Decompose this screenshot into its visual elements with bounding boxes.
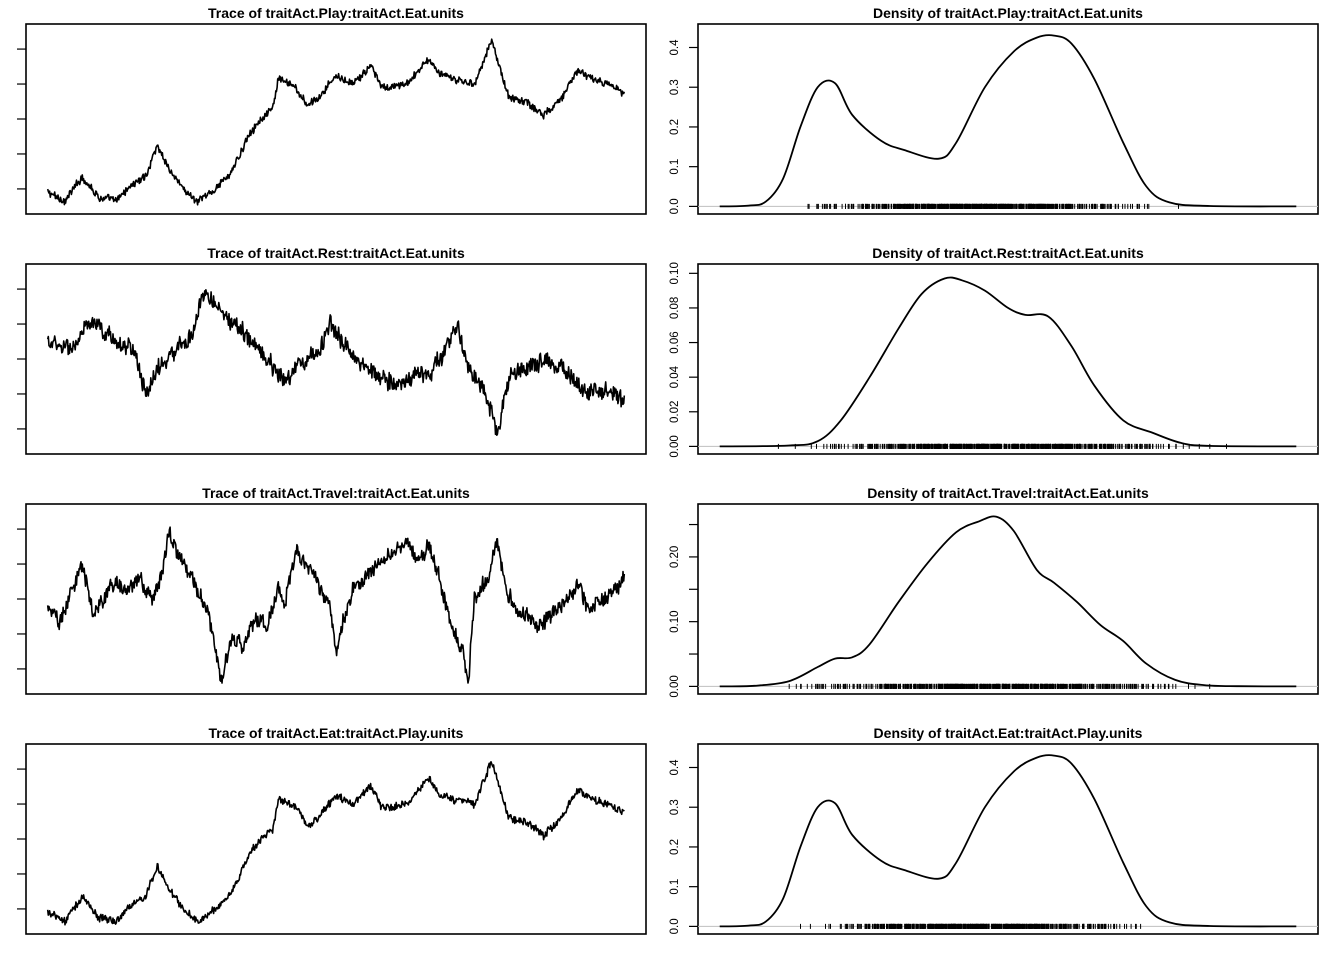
panel-trace2: Trace of traitAct.Rest:traitAct.Eat.unit… bbox=[17, 245, 647, 455]
y-tick-label-density4-3: 0.3 bbox=[669, 799, 681, 815]
panel-trace1: Trace of traitAct.Play:traitAct.Eat.unit… bbox=[17, 5, 647, 215]
trace-line-trace3 bbox=[46, 526, 626, 684]
y-tick-label-density3-1: 0.10 bbox=[669, 610, 681, 632]
y-tick-label-density1-0: 0.0 bbox=[669, 198, 681, 214]
y-tick-label-density4-1: 0.1 bbox=[669, 879, 681, 895]
title-trace3: Trace of traitAct.Travel:traitAct.Eat.un… bbox=[202, 485, 470, 501]
y-tick-label-density2-0: 0.00 bbox=[669, 435, 681, 457]
title-density1: Density of traitAct.Play:traitAct.Eat.un… bbox=[873, 5, 1143, 21]
rug-density3 bbox=[788, 683, 1211, 689]
y-tick-label-density2-4: 0.08 bbox=[669, 297, 681, 319]
y-tick-label-density3-2: 0.20 bbox=[669, 546, 681, 568]
y-tick-label-density2-5: 0.10 bbox=[669, 262, 681, 284]
panel-trace3: Trace of traitAct.Travel:traitAct.Eat.un… bbox=[17, 485, 647, 695]
density-curve-density3 bbox=[719, 515, 1297, 688]
y-tick-label-density2-2: 0.04 bbox=[669, 365, 681, 388]
density-curve-density1 bbox=[719, 34, 1297, 208]
y-tick-label-density1-3: 0.3 bbox=[669, 79, 681, 95]
y-tick-label-density2-3: 0.06 bbox=[669, 331, 681, 353]
y-tick-label-density1-4: 0.4 bbox=[669, 39, 681, 56]
density-curve-density4 bbox=[719, 754, 1297, 928]
plot-frame-density3 bbox=[697, 503, 1319, 695]
panel-density1: Density of traitAct.Play:traitAct.Eat.un… bbox=[669, 5, 1319, 215]
title-density3: Density of traitAct.Travel:traitAct.Eat.… bbox=[867, 485, 1149, 501]
plot-frame-density1 bbox=[697, 23, 1319, 215]
y-tick-label-density1-2: 0.2 bbox=[669, 119, 681, 135]
y-tick-label-density4-0: 0.0 bbox=[669, 918, 681, 934]
panel-density2: Density of traitAct.Rest:traitAct.Eat.un… bbox=[669, 245, 1319, 458]
plot-frame-density4 bbox=[697, 743, 1319, 935]
title-trace1: Trace of traitAct.Play:traitAct.Eat.unit… bbox=[208, 5, 464, 21]
title-trace4: Trace of traitAct.Eat:traitAct.Play.unit… bbox=[209, 725, 464, 741]
density-curve-density2 bbox=[719, 276, 1297, 448]
trace-line-trace2 bbox=[46, 288, 626, 437]
y-tick-label-density4-4: 0.4 bbox=[669, 759, 681, 776]
plot-frame-density2 bbox=[697, 263, 1319, 455]
panel-density3: Density of traitAct.Travel:traitAct.Eat.… bbox=[669, 485, 1319, 698]
y-tick-label-density3-0: 0.00 bbox=[669, 675, 681, 697]
y-tick-label-density4-2: 0.2 bbox=[669, 839, 681, 855]
trace-line-trace4 bbox=[46, 760, 625, 926]
rug-density4 bbox=[800, 923, 1142, 929]
title-density2: Density of traitAct.Rest:traitAct.Eat.un… bbox=[872, 245, 1144, 261]
panel-density4: Density of traitAct.Eat:traitAct.Play.un… bbox=[669, 725, 1319, 935]
title-density4: Density of traitAct.Eat:traitAct.Play.un… bbox=[874, 725, 1143, 741]
trace-line-trace1 bbox=[46, 38, 626, 206]
rug-density1 bbox=[807, 203, 1179, 209]
title-trace2: Trace of traitAct.Rest:traitAct.Eat.unit… bbox=[207, 245, 465, 261]
y-tick-label-density2-1: 0.02 bbox=[669, 401, 681, 423]
y-tick-label-density1-1: 0.1 bbox=[669, 159, 681, 175]
panel-trace4: Trace of traitAct.Eat:traitAct.Play.unit… bbox=[17, 725, 647, 935]
